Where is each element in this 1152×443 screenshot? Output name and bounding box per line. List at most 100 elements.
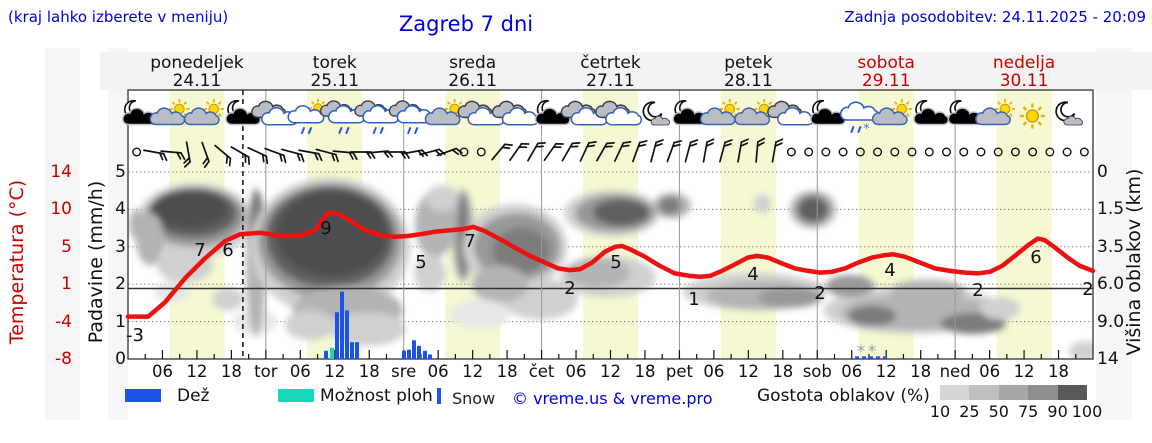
moon-icon <box>1055 101 1083 126</box>
moon-cloud-icon <box>913 99 950 126</box>
precip-bar <box>345 310 349 359</box>
temperature-value-label: 5 <box>610 252 621 273</box>
precip-bar <box>428 354 432 359</box>
temperature-value-label: 5 <box>415 252 426 273</box>
wind-barb-icon <box>771 138 784 163</box>
hour-label: 18 <box>910 362 932 381</box>
density-swatch <box>940 385 970 400</box>
left-axis-strip <box>45 48 80 420</box>
wind-barb-icon <box>737 138 749 163</box>
wind-barb-icon <box>561 142 581 162</box>
temp-tick-label: 5 <box>61 236 72 257</box>
hour-label: 12 <box>875 362 897 381</box>
wind-barbs-row <box>132 137 1089 169</box>
precip-bar <box>862 356 866 359</box>
calm-wind-icon <box>959 147 969 157</box>
temperature-value-label: 4 <box>884 260 895 281</box>
precip-bar <box>340 291 344 359</box>
precip-bar <box>423 350 427 359</box>
precip-tick-label: 2 <box>115 274 126 295</box>
cloud-blob <box>797 195 829 223</box>
hour-label: 12 <box>462 362 484 381</box>
cloud-blob <box>152 190 228 229</box>
density-tick-label: 10 <box>929 402 951 421</box>
snowflake-mark: * <box>863 122 870 137</box>
wind-barb-icon <box>230 146 250 166</box>
precip-bar <box>324 350 328 359</box>
density-swatch <box>998 385 1029 400</box>
calm-wind-icon <box>1045 147 1055 157</box>
right-axis-strip <box>1096 48 1132 420</box>
hour-label: 12 <box>1013 362 1035 381</box>
hour-label: 12 <box>737 362 759 381</box>
density-tick-label: 100 <box>1071 402 1103 421</box>
hour-label: 06 <box>979 362 1001 381</box>
day-header-sobota: sobota 29.11 <box>857 53 915 91</box>
precipitation-bars <box>324 291 887 359</box>
wind-barb-icon <box>684 139 699 163</box>
copyright-link[interactable]: © vreme.us & vreme.pro <box>512 389 713 408</box>
hour-label: 06 <box>427 362 449 381</box>
calm-wind-icon <box>476 147 486 157</box>
wind-barb-icon <box>315 148 339 163</box>
cloud-blob <box>426 185 458 212</box>
temperature-value-label: 7 <box>464 231 475 252</box>
precip-bar <box>876 356 880 359</box>
precip-bar <box>855 356 859 359</box>
precip-tick-label: 0 <box>115 349 126 369</box>
day-header-ponedeljek: ponedeljek 24.11 <box>150 53 244 91</box>
temperature-value-label: 2 <box>814 283 825 304</box>
cloud-blob <box>414 254 446 292</box>
temp-tick-label: -4 <box>55 311 72 332</box>
cloud-blob <box>129 209 145 240</box>
wind-barb-icon <box>702 138 715 163</box>
location-menu-hint[interactable]: (kraj lahko izberete v meniju) <box>8 8 229 26</box>
hour-label: 18 <box>358 362 380 381</box>
day-abbrev-label: sob <box>802 362 832 381</box>
temp-tick-label: 14 <box>50 162 72 182</box>
wind-barb-icon <box>596 142 615 162</box>
precip-bar <box>883 356 887 359</box>
calm-wind-icon <box>821 147 831 157</box>
legend-showers-swatch <box>278 389 314 402</box>
calm-wind-icon <box>1010 147 1020 157</box>
cloud-blob <box>659 196 681 215</box>
precip-bar <box>330 347 334 359</box>
precip-bar <box>412 340 416 359</box>
temp-tick-label: 1 <box>61 274 72 295</box>
day-abbrev-label: pet <box>665 362 693 381</box>
temperature-value-label: 4 <box>747 264 758 285</box>
calm-wind-icon <box>924 147 934 157</box>
legend-rain-label: Dež <box>177 386 210 406</box>
temperature-value-label: 2 <box>972 280 983 301</box>
calm-wind-icon <box>907 147 917 157</box>
cloud-blob <box>848 305 896 327</box>
cloud-blob <box>276 190 388 277</box>
day-header-torek: torek 25.11 <box>310 53 360 91</box>
cloud-blob <box>940 312 1006 334</box>
legend-showers-label: Možnost ploh <box>320 386 433 406</box>
precip-tick-label: 3 <box>115 236 126 257</box>
calm-wind-icon <box>942 147 952 157</box>
day-abbrev-label: čet <box>528 362 555 381</box>
precip-bar <box>402 350 406 359</box>
cloud-density-scale <box>940 385 1087 400</box>
calm-wind-icon <box>890 147 900 157</box>
day-header-petek: petek 28.11 <box>724 53 773 91</box>
wind-barb-icon <box>143 149 168 162</box>
inner-axis-strip <box>108 48 128 420</box>
cloud-height-tick-label: 1.5 <box>1097 199 1125 220</box>
density-tick-label: 90 <box>1047 402 1068 421</box>
calm-wind-icon <box>873 147 883 157</box>
wind-barb-icon <box>755 137 766 163</box>
density-swatch <box>1028 385 1058 400</box>
legend-cloud-density-label: Gostota oblakov (%) <box>757 386 930 406</box>
cloud-height-tick-label: 9.0 <box>1097 311 1125 332</box>
hour-label: 18 <box>220 362 242 381</box>
hour-label: 06 <box>289 362 311 381</box>
wind-barb-icon <box>632 140 648 163</box>
day-header-četrtek: četrtek 27.11 <box>580 53 641 91</box>
hour-label: 06 <box>151 362 173 381</box>
wind-barb-icon <box>201 141 210 169</box>
